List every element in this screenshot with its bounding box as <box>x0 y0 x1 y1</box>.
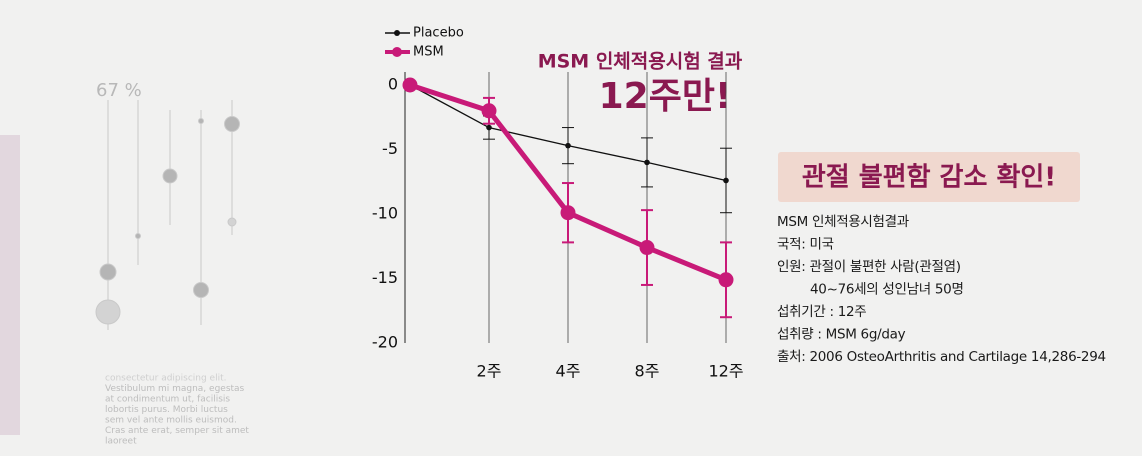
decor-text: consectetur adipiscing elit.Vestibulum m… <box>105 374 249 447</box>
x-tick-label: 2주 <box>477 362 502 381</box>
legend-dot <box>394 30 400 36</box>
y-tick-label: -10 <box>372 204 398 223</box>
point <box>639 240 655 256</box>
info-line: 섭취량 : MSM 6g/day <box>777 327 906 343</box>
x-tick-label: 4주 <box>556 362 581 381</box>
y-tick-label: -15 <box>372 268 398 287</box>
chart-title: MSM 인체적용시험 결과 <box>538 51 743 73</box>
decor-line: sem vel ante mollis euismod. <box>105 416 237 426</box>
decor-line: laoreet <box>105 437 137 447</box>
decor-percent: 67 % <box>96 80 142 101</box>
legend-label: Placebo <box>413 26 464 41</box>
point <box>402 77 418 93</box>
decor-line: Vestibulum mi magna, egestas <box>105 384 245 394</box>
decor-circles <box>95 100 240 330</box>
info-line: 출처: 2006 OsteoArthritis and Cartilage 14… <box>777 349 1106 365</box>
y-tick-label: 0 <box>388 75 398 94</box>
info-line: MSM 인체적용시험결과 <box>777 214 909 230</box>
info-line: 섭취기간 : 12주 <box>777 304 866 320</box>
info-line: 인원: 관절이 불편한 사람(관절염) <box>777 259 961 275</box>
x-tick-label: 12주 <box>708 362 743 381</box>
decor-line: at condimentum ut, facilisis <box>105 395 230 405</box>
decor-line: Cras ante erat, semper sit amet <box>105 426 249 436</box>
decor-line: consectetur adipiscing elit. <box>105 374 226 384</box>
legend-dot <box>392 47 402 57</box>
chart-subtitle: 12주만! <box>599 76 732 117</box>
y-tick-label: -5 <box>382 139 398 158</box>
point <box>723 177 729 184</box>
info-line: 40~76세의 성인남녀 50명 <box>810 282 964 298</box>
point <box>565 142 571 149</box>
decor-strip <box>0 135 20 435</box>
point <box>644 159 650 166</box>
x-tick-label: 8주 <box>635 362 660 381</box>
point <box>718 272 734 288</box>
headline: 관절 불편함 감소 확인! <box>802 163 1056 193</box>
decor-line: lobortis purus. Morbi luctus <box>105 405 228 415</box>
point <box>481 103 497 119</box>
point <box>560 205 576 221</box>
info-line: 국적: 미국 <box>777 237 834 253</box>
legend-label: MSM <box>413 45 444 60</box>
point <box>486 124 492 131</box>
headline-box <box>778 152 1080 202</box>
y-tick-label: -20 <box>372 333 398 352</box>
